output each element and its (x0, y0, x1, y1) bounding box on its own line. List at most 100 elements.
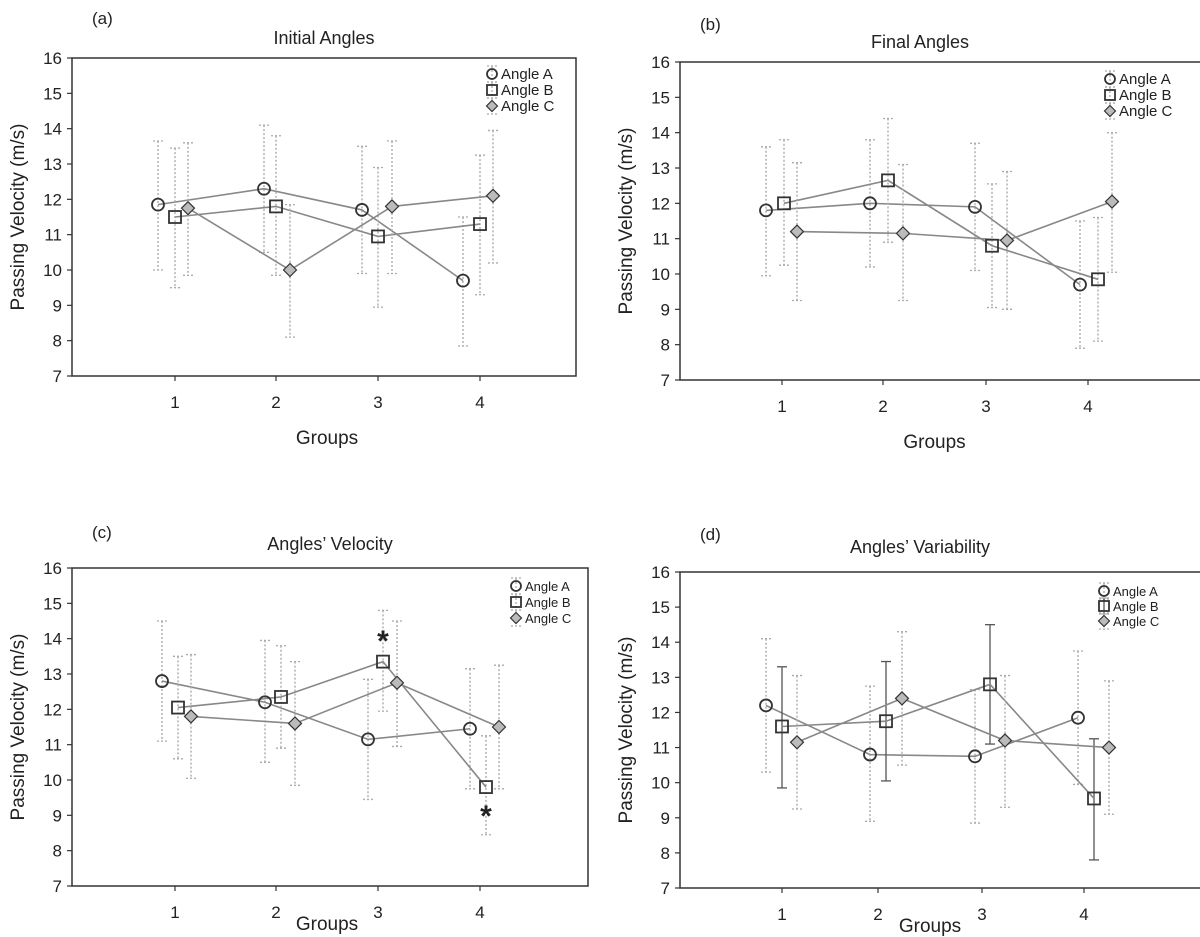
plot-frame (679, 571, 1200, 889)
legend-label: Angle C (1113, 614, 1159, 629)
y-tick-label: 13 (43, 155, 62, 174)
series-line (190, 681, 500, 728)
y-tick-label: 13 (651, 668, 670, 687)
y-tick-label: 7 (53, 877, 62, 896)
series-line (796, 697, 1110, 749)
panel-tag: (c) (92, 523, 112, 542)
series-line (187, 195, 494, 271)
x-tick-label: 2 (271, 903, 280, 922)
series-line (177, 660, 487, 788)
series-line (174, 205, 481, 238)
y-tick-label: 16 (651, 563, 670, 582)
legend-label: Angle A (525, 579, 570, 594)
significance-marker: * (480, 800, 492, 833)
x-tick-label: 2 (271, 393, 280, 412)
legend-label: Angle C (1119, 103, 1173, 120)
data-point (968, 199, 982, 214)
plot-frame (679, 61, 1200, 381)
x-tick-label: 3 (977, 905, 986, 924)
x-tick-label: 4 (475, 903, 484, 922)
data-point (180, 200, 196, 216)
y-tick-label: 11 (652, 230, 670, 249)
legend-marker (486, 68, 498, 80)
y-tick-label: 10 (43, 771, 62, 790)
y-tick-label: 15 (43, 84, 62, 103)
data-point (456, 273, 470, 288)
data-point (384, 199, 400, 214)
legend-label: Angle B (1119, 87, 1172, 104)
series-line (161, 680, 471, 741)
data-point (282, 262, 298, 278)
data-point (371, 229, 385, 244)
data-point (759, 203, 773, 218)
data-point (879, 714, 893, 729)
legend-marker (510, 580, 522, 592)
data-point (361, 732, 375, 747)
y-tick-label: 10 (651, 774, 670, 793)
data-point (775, 719, 789, 734)
x-tick-label: 2 (878, 397, 887, 416)
data-point (485, 188, 501, 204)
legend-label: Angle C (525, 611, 571, 626)
legend-marker (486, 84, 498, 96)
data-point (894, 691, 910, 706)
data-point (183, 709, 199, 724)
x-tick-label: 4 (1079, 905, 1088, 924)
y-tick-label: 14 (43, 120, 62, 139)
data-point (881, 173, 895, 188)
legend-label: Angle B (501, 82, 554, 99)
legend-label: Angle A (501, 66, 553, 83)
data-point (1087, 791, 1101, 806)
series-line (765, 704, 1079, 758)
x-axis-label: Groups (296, 428, 358, 449)
y-tick-label: 16 (43, 559, 62, 578)
data-point (389, 675, 405, 691)
y-tick-label: 14 (651, 633, 670, 652)
data-point (789, 224, 805, 239)
x-axis-label: Groups (903, 432, 965, 453)
x-tick-label: 4 (475, 393, 484, 412)
y-tick-label: 12 (651, 194, 670, 213)
legend-marker (485, 99, 499, 113)
data-point (1101, 740, 1117, 755)
y-tick-label: 14 (43, 630, 62, 649)
x-axis-label: Groups (296, 914, 358, 935)
legend-label: Angle A (1119, 71, 1171, 88)
chart-title: Final Angles (871, 32, 969, 52)
chart-title: Angles’ Variability (850, 537, 990, 557)
significance-marker: * (377, 625, 389, 658)
x-tick-label: 3 (373, 903, 382, 922)
legend-marker (509, 611, 523, 625)
x-tick-label: 3 (373, 393, 382, 412)
chart-title: Angles’ Velocity (267, 534, 392, 554)
data-point (1073, 277, 1087, 292)
y-tick-label: 12 (651, 703, 670, 722)
data-point (473, 217, 487, 231)
plot-frame (71, 57, 577, 377)
data-point (355, 203, 369, 217)
plot-frame (71, 567, 589, 887)
y-tick-label: 12 (43, 700, 62, 719)
y-tick-label: 14 (651, 124, 670, 143)
x-tick-label: 1 (777, 905, 786, 924)
y-tick-label: 11 (44, 226, 62, 245)
data-point (1104, 194, 1120, 209)
y-tick-label: 8 (53, 842, 62, 861)
y-axis-label: Passing Velocity (m/s) (8, 124, 29, 311)
chart-title: Initial Angles (273, 28, 374, 48)
data-point (171, 700, 185, 715)
series-line (765, 202, 1081, 286)
series-line (781, 683, 1095, 800)
data-point (759, 698, 773, 713)
y-tick-label: 11 (652, 739, 670, 758)
data-point (258, 695, 272, 710)
data-point (863, 196, 877, 211)
y-tick-label: 8 (661, 844, 670, 863)
data-point (789, 734, 805, 750)
x-tick-label: 1 (170, 903, 179, 922)
y-tick-label: 12 (43, 190, 62, 209)
data-point (983, 677, 997, 692)
data-point (895, 226, 911, 241)
